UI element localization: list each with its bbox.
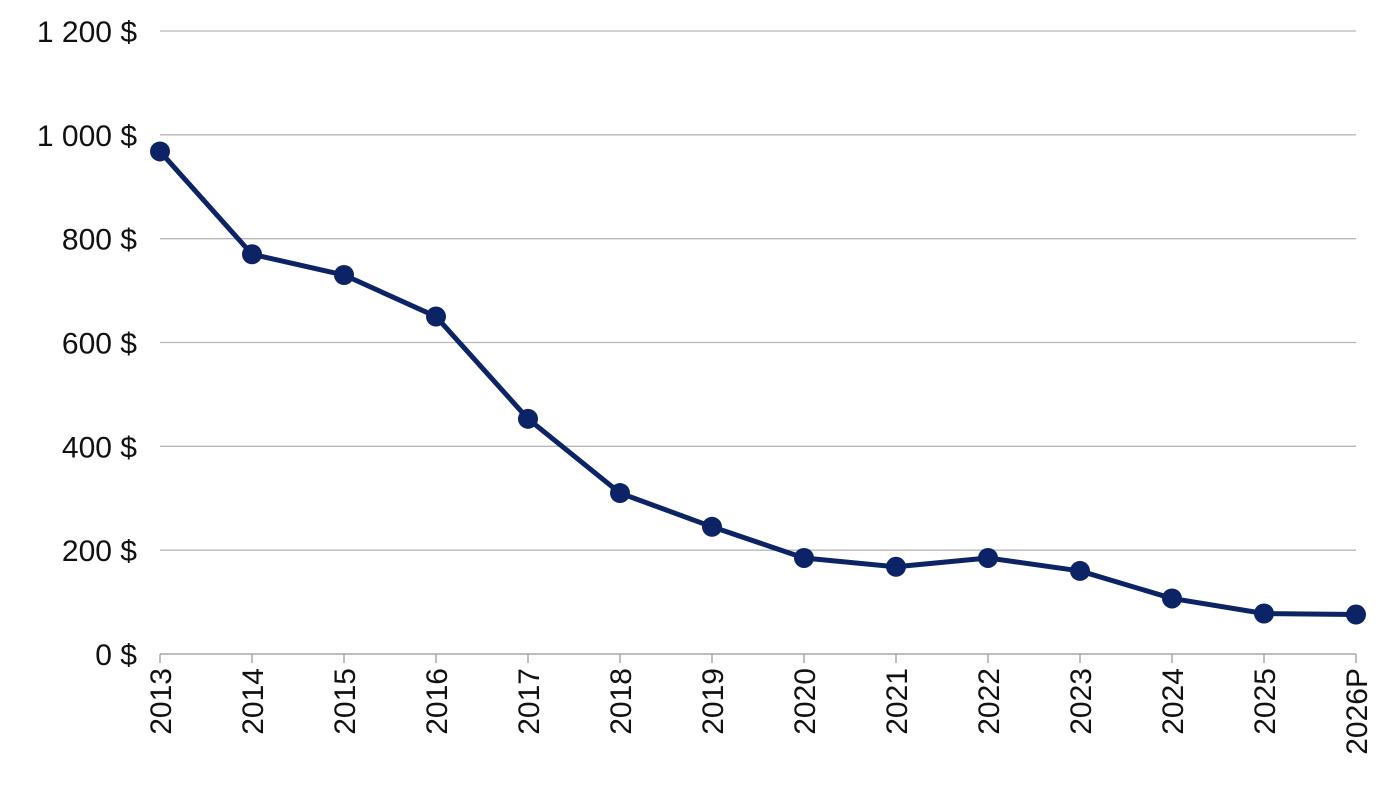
x-tick-label: 2016 (421, 668, 454, 735)
x-tick-label: 2020 (789, 668, 822, 735)
y-tick-label: 800 $ (62, 224, 137, 257)
y-tick-label: 200 $ (62, 535, 137, 568)
x-tick-label: 2019 (697, 668, 730, 735)
x-tick-label: 2022 (973, 668, 1006, 735)
series-line (157, 148, 1359, 618)
x-tick-label: 2017 (513, 668, 546, 735)
data-point-2013 (150, 141, 170, 162)
x-tick-label: 2024 (1157, 668, 1190, 735)
grid-lines (160, 30, 1356, 551)
data-point-2019 (702, 516, 722, 537)
x-tick-label: 2023 (1065, 668, 1098, 735)
data-point-2014 (242, 244, 262, 265)
x-tick-label: 2015 (329, 668, 362, 735)
x-tick-label: 2021 (881, 668, 914, 735)
data-point-2026P (1346, 604, 1366, 625)
data-point-2025 (1254, 603, 1274, 624)
x-tick-label: 2014 (237, 668, 270, 735)
x-axis (159, 653, 1357, 663)
data-point-2017 (518, 408, 538, 429)
data-point-2022 (978, 547, 998, 568)
data-point-2021 (886, 556, 906, 577)
y-tick-label: 0 $ (95, 639, 137, 672)
y-axis-tick-labels: 0 $ 200 $ 400 $ 600 $ 800 $ 1 000 $ 1 200 $ (37, 16, 137, 672)
y-tick-label: 1 200 $ (37, 16, 137, 49)
data-point-2018 (610, 483, 630, 504)
x-tick-label: 2013 (145, 668, 178, 735)
data-point-2015 (334, 265, 354, 286)
y-tick-label: 1 000 $ (37, 120, 137, 153)
x-tick-label: 2026P (1341, 668, 1374, 755)
x-axis-tick-labels: 2013 2014 2015 2016 2017 2018 2019 2020 2021 2022… (145, 668, 1374, 755)
data-point-2023 (1070, 560, 1090, 581)
data-point-2020 (794, 547, 814, 568)
x-tick-label: 2025 (1249, 668, 1282, 735)
x-tick-label: 2018 (605, 668, 638, 735)
series (150, 141, 1366, 625)
y-tick-label: 400 $ (62, 431, 137, 464)
data-point-2024 (1162, 588, 1182, 609)
y-tick-label: 600 $ (62, 328, 137, 361)
data-point-2016 (426, 306, 446, 327)
